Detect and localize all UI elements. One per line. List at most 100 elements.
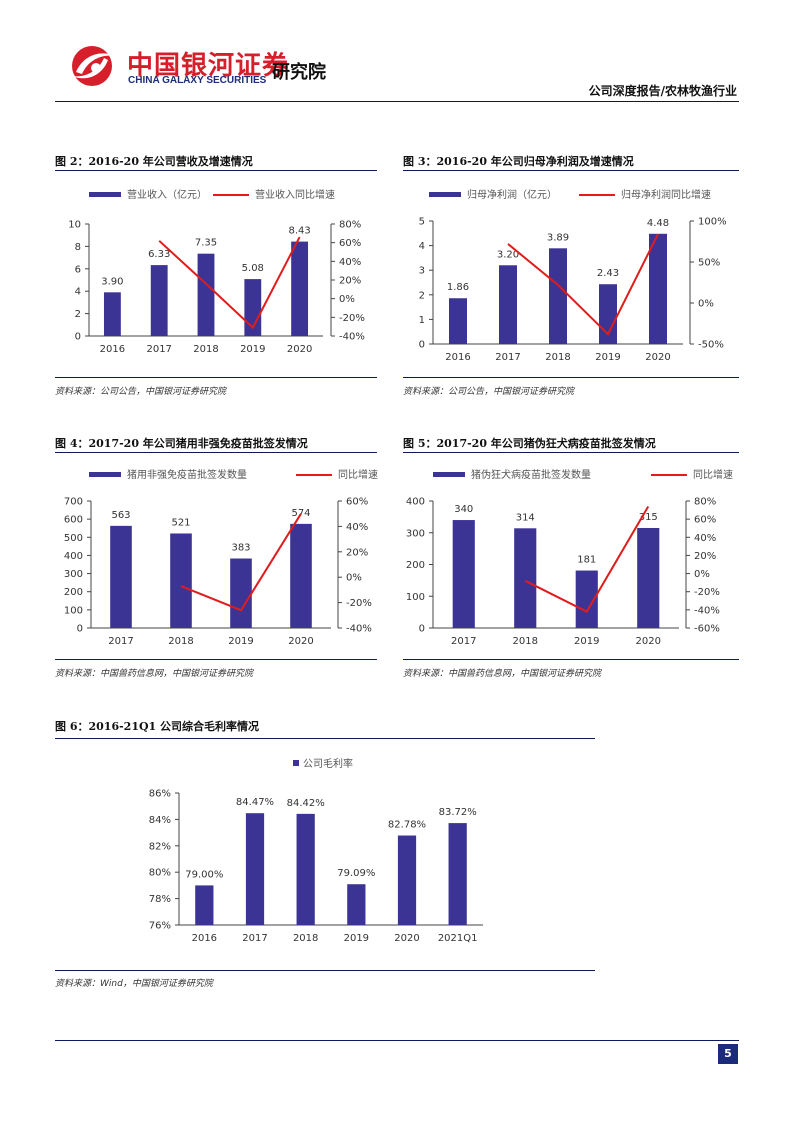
x-tick-label: 2017: [146, 344, 171, 355]
y2-tick-label: 0%: [698, 299, 714, 310]
bar: [499, 265, 517, 344]
logo-chinese-name: 中国银河证券: [127, 51, 290, 81]
bar: [110, 525, 132, 628]
x-tick-label: 2017: [495, 352, 520, 363]
figure-3-top-rule: [403, 170, 739, 171]
x-tick-label: 2020: [394, 933, 419, 944]
bar: [347, 884, 366, 925]
y-tick-label: 8: [75, 242, 81, 253]
bar: [195, 885, 214, 925]
bar: [637, 527, 660, 628]
figure-5-title: 图 5：2017-20 年公司猪伪狂犬病疫苗批签发情况: [403, 437, 656, 450]
figure-5-chart: 0 100 200 300 400 -60% -40% -20% 0% 20% 40% 60% 80% 2…: [406, 468, 733, 647]
legend-label: 猪用非强免疫苗批签发数量: [127, 468, 247, 481]
y-tick-label: 600: [64, 515, 83, 526]
y-tick-label: 80%: [149, 868, 171, 879]
report-type: 公司深度报告/农林牧渔行业: [588, 84, 737, 98]
bar: [514, 528, 537, 628]
x-tick-label: 2019: [240, 344, 265, 355]
x-tick-label: 2016: [192, 933, 217, 944]
x-tick-label: 2018: [513, 636, 538, 647]
data-label: 4.48: [647, 218, 669, 229]
legend-label: 猪伪狂犬病疫苗批签发数量: [471, 468, 591, 481]
bar: [449, 298, 467, 344]
x-tick-label: 2018: [168, 636, 193, 647]
bar: [452, 520, 475, 628]
x-tick-label: 2019: [595, 352, 620, 363]
figure-4-top-rule: [55, 452, 377, 453]
logo-english-name: CHINA GALAXY SECURITIES: [128, 75, 267, 86]
header-divider: [55, 101, 739, 102]
figure-2-source: 资料来源：公司公告，中国银河证券研究院: [55, 387, 227, 397]
y-tick-label: 0: [75, 332, 81, 343]
figure-5-top-rule: [403, 452, 739, 453]
growth-line: [180, 513, 302, 612]
y-tick-label: 2: [419, 290, 425, 301]
data-label: 83.72%: [439, 807, 477, 818]
x-tick-label: 2020: [288, 636, 313, 647]
legend-label: 归母净利润（亿元）: [467, 188, 557, 201]
figure-3-bottom-rule: [403, 377, 739, 378]
figure-4-source: 资料来源：中国兽药信息网，中国银河证券研究院: [55, 669, 254, 679]
data-label: 3.90: [101, 276, 123, 287]
data-label: 3.89: [547, 232, 569, 243]
x-tick-label: 2020: [636, 636, 661, 647]
figure-2-bottom-rule: [55, 377, 377, 378]
y2-tick-label: 60%: [339, 238, 361, 249]
y-tick-label: 10: [68, 220, 81, 231]
y2-tick-label: 40%: [694, 533, 716, 544]
growth-line: [507, 233, 659, 336]
y-tick-label: 0: [77, 624, 83, 635]
data-label: 5.08: [242, 263, 264, 274]
y-tick-label: 4: [419, 241, 425, 252]
y-tick-label: 84%: [149, 815, 171, 826]
y-tick-label: 200: [406, 560, 425, 571]
data-label: 315: [639, 512, 658, 523]
y2-tick-label: 0%: [694, 569, 710, 580]
y2-tick-label: -50%: [698, 340, 724, 351]
bar: [575, 570, 598, 628]
x-tick-label: 2018: [193, 344, 218, 355]
data-label: 79.00%: [185, 869, 223, 880]
footer-divider: [55, 1040, 739, 1041]
y-tick-label: 1: [419, 315, 425, 326]
data-label: 84.42%: [287, 798, 325, 809]
data-label: 521: [171, 517, 190, 528]
y2-tick-label: -40%: [346, 624, 372, 635]
legend-label: 营业收入同比增速: [255, 188, 335, 201]
y-tick-label: 400: [406, 497, 425, 508]
bar: [448, 823, 467, 925]
y2-tick-label: 100%: [698, 217, 727, 228]
legend-swatch-bar: [89, 472, 121, 477]
figure-6-bottom-rule: [55, 970, 595, 971]
y2-tick-label: 50%: [698, 258, 720, 269]
bar: [197, 253, 215, 336]
page-number: 5: [718, 1044, 738, 1064]
legend-swatch-bar: [89, 192, 121, 197]
y2-tick-label: 80%: [694, 497, 716, 508]
y-tick-label: 76%: [149, 921, 171, 932]
y2-tick-label: 20%: [694, 551, 716, 562]
legend-label: 公司毛利率: [303, 757, 353, 770]
legend-label: 同比增速: [338, 468, 378, 481]
y-tick-label: 86%: [149, 789, 171, 800]
x-tick-label: 2017: [108, 636, 133, 647]
data-label: 181: [577, 555, 596, 566]
x-tick-label: 2020: [287, 344, 312, 355]
bar: [103, 292, 121, 336]
y-tick-label: 300: [406, 528, 425, 539]
data-label: 314: [516, 512, 535, 523]
y2-tick-label: 0%: [346, 573, 362, 584]
data-label: 79.09%: [337, 868, 375, 879]
bar: [244, 279, 262, 336]
y-tick-label: 0: [419, 340, 425, 351]
x-tick-label: 2020: [645, 352, 670, 363]
bar: [291, 241, 309, 336]
y2-tick-label: -20%: [694, 587, 720, 598]
data-label: 1.86: [447, 282, 469, 293]
bar: [150, 265, 168, 336]
figure-4-chart: 0 100 200 300 400 500 600 700 -40% -20% 0% 20% 40% 60…: [64, 468, 378, 647]
data-label: 84.47%: [236, 797, 274, 808]
data-label: 7.35: [195, 238, 217, 249]
figure-2-top-rule: [55, 170, 377, 171]
